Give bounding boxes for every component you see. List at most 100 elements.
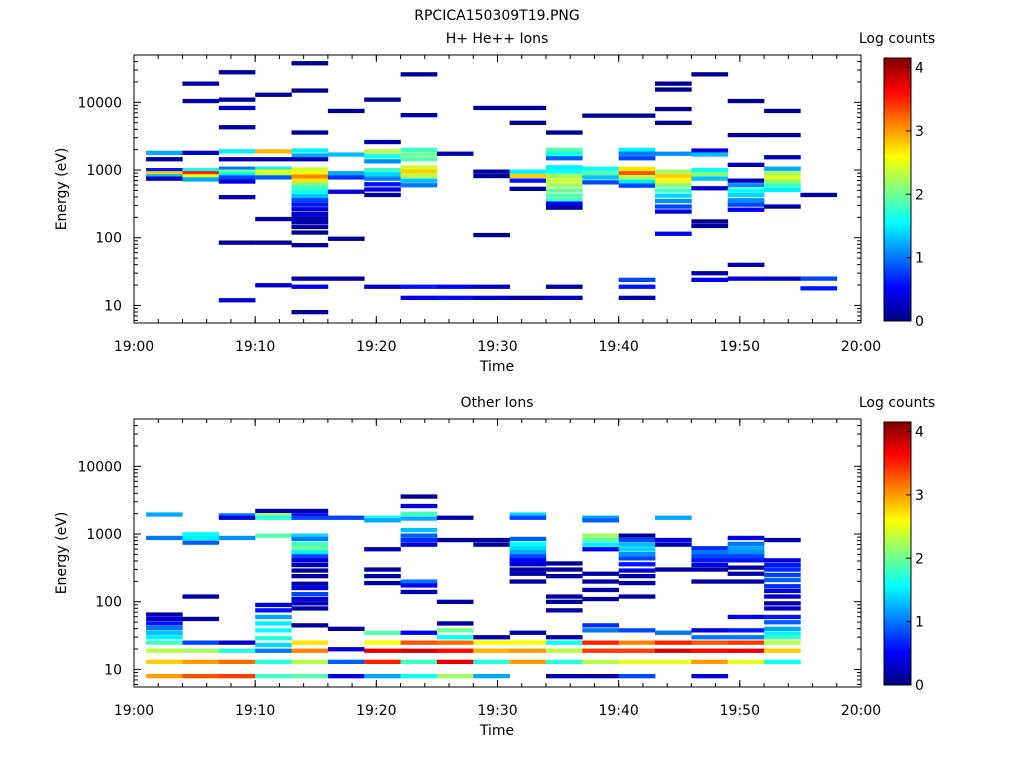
heatmap-cell — [364, 284, 401, 289]
heatmap-cell — [291, 284, 329, 289]
heatmap-cell — [291, 623, 329, 628]
heatmap-cell — [655, 542, 692, 547]
heatmap-cell — [764, 187, 801, 193]
heatmap-cell — [473, 542, 510, 547]
x-tick-label: 19:20 — [356, 703, 396, 719]
heatmap-cell — [364, 648, 401, 653]
heatmap-cell — [655, 198, 692, 204]
heatmap-cell — [436, 628, 474, 633]
heatmap-cell — [546, 674, 583, 679]
heatmap-cell — [618, 151, 656, 156]
heatmap-cell — [546, 295, 583, 300]
heatmap-cell — [764, 620, 801, 625]
heatmap-cell — [618, 640, 656, 645]
heatmap-cell — [327, 152, 365, 157]
heatmap-cell — [291, 513, 329, 518]
heatmap-cell — [146, 171, 183, 176]
heatmap-cell — [509, 562, 547, 567]
heatmap-cell — [218, 640, 256, 645]
heatmap-cell — [291, 674, 329, 679]
heatmap-cell — [291, 207, 329, 212]
colorbar-tick-label: 4 — [915, 61, 924, 77]
heatmap-cell — [618, 183, 656, 188]
x-tick-label: 20:00 — [841, 703, 881, 719]
heatmap-cell — [218, 166, 256, 171]
heatmap-cell — [618, 147, 656, 152]
heatmap-cell — [509, 512, 547, 517]
heatmap-cell — [727, 98, 765, 104]
x-tick-label: 19:00 — [114, 703, 154, 719]
heatmap-cell — [618, 113, 656, 118]
heatmap-cell — [546, 169, 583, 174]
heatmap-cell — [146, 659, 183, 664]
heatmap-cell — [146, 674, 183, 679]
heatmap-cell — [364, 580, 401, 586]
heatmap-cell — [291, 224, 329, 230]
heatmap-cell — [655, 648, 692, 653]
colorbar — [883, 57, 912, 322]
heatmap-cell — [291, 211, 329, 217]
heatmap-cell — [400, 511, 438, 516]
heatmap-cell — [764, 166, 801, 171]
y-axis: 10 100 1000 10000 — [77, 54, 861, 321]
heatmap-cell — [764, 572, 801, 578]
heatmap-cell — [291, 562, 329, 568]
x-axis: 19:00 19:10 19:20 19:30 19:40 19:50 20:00 — [114, 419, 881, 719]
heatmap-cell — [582, 515, 619, 520]
heatmap-cell — [727, 132, 765, 138]
heatmap-cell — [509, 105, 547, 111]
heatmap-cell — [364, 187, 401, 192]
heatmap-cell — [691, 659, 729, 664]
heatmap-cell — [764, 594, 801, 599]
heatmap-cell — [727, 648, 765, 653]
heatmap-cell — [655, 188, 692, 193]
heatmap-cell — [546, 205, 583, 210]
heatmap-cell — [400, 648, 438, 653]
heatmap-cell — [582, 640, 619, 645]
heatmap-cell — [691, 674, 729, 679]
heatmap-cell — [509, 648, 547, 653]
heatmap-cell — [764, 659, 801, 664]
x-axis-label: Time — [479, 723, 514, 739]
heatmap-cell — [291, 533, 329, 538]
heatmap-cell — [618, 533, 656, 538]
heatmap-cell — [509, 178, 547, 183]
heatmap-cell — [727, 541, 765, 546]
heatmap-cell — [255, 240, 292, 245]
heatmap-cell — [182, 98, 220, 104]
heatmap-cell — [546, 151, 583, 156]
colorbar-tick-label: 2 — [915, 551, 924, 567]
heatmap-cell — [546, 201, 583, 206]
heatmap-cell — [255, 602, 292, 608]
heatmap-cell — [764, 537, 801, 543]
heatmap-cell — [764, 204, 801, 209]
heatmap-cell — [546, 178, 583, 183]
x-tick-label: 19:40 — [598, 339, 638, 355]
heatmap-cell — [436, 537, 474, 543]
heatmap-cell — [436, 648, 474, 653]
heatmap-cell — [691, 648, 729, 653]
heatmap-cell — [546, 659, 583, 664]
heatmap-cell — [327, 175, 365, 180]
heatmap-cell — [727, 628, 765, 633]
heatmap-cell — [255, 169, 292, 174]
heatmap-cell — [473, 284, 510, 289]
heatmap-cell — [327, 674, 365, 679]
heatmap-cell — [364, 139, 401, 145]
heatmap-cell — [327, 108, 365, 114]
heatmap-cell — [691, 546, 729, 551]
colorbar-tick-label: 0 — [915, 314, 924, 330]
heatmap-cell — [218, 125, 256, 130]
heatmap-cell — [546, 608, 583, 613]
heatmap-cell — [327, 626, 365, 631]
heatmap-cell — [764, 601, 801, 606]
heatmap-cell — [291, 659, 329, 664]
heatmap-cell — [509, 295, 547, 300]
heatmap-cell — [400, 542, 438, 547]
heatmap-cell — [691, 558, 729, 563]
heatmap-cell — [546, 193, 583, 198]
heatmap-cell — [291, 88, 329, 93]
heatmap-cell — [146, 630, 183, 635]
heatmap-cell — [146, 512, 183, 517]
